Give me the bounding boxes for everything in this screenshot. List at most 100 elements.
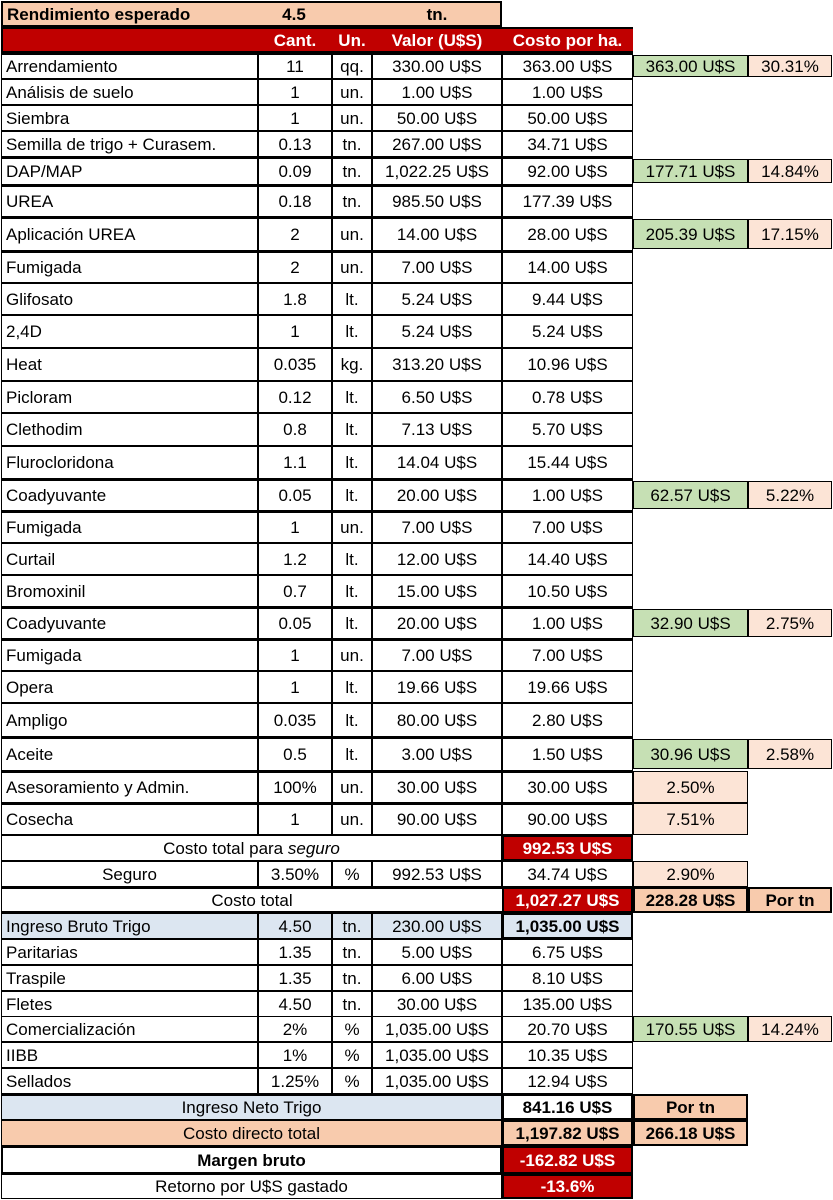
costo-total-por-tn: 228.28 U$S bbox=[633, 887, 748, 913]
row-label: Comercialización bbox=[1, 1016, 258, 1042]
column-header-valor: Valor (U$S) bbox=[372, 29, 502, 51]
row-unit: lt. bbox=[332, 737, 372, 771]
costo-seguro-value: 992.53 U$S bbox=[502, 835, 633, 861]
row-label: Cosecha bbox=[1, 803, 258, 835]
rendimiento-row bbox=[1, 1, 502, 27]
row-qty: 1.1 bbox=[258, 446, 332, 479]
row-valor: 1,035.00 U$S bbox=[372, 1042, 502, 1068]
costo-seguro-label-italic: seguro bbox=[287, 838, 340, 858]
group-percent: 30.31% bbox=[748, 55, 832, 77]
row-valor: 30.00 U$S bbox=[372, 771, 502, 803]
row-qty: 0.13 bbox=[258, 131, 332, 157]
row-label: Aplicación UREA bbox=[1, 217, 258, 251]
row-costo: 6.75 U$S bbox=[502, 939, 633, 965]
row-unit: lt. bbox=[332, 283, 372, 315]
row-label: Asesoramiento y Admin. bbox=[1, 771, 258, 803]
row-valor: 7.00 U$S bbox=[372, 639, 502, 671]
row-costo: 14.40 U$S bbox=[502, 543, 633, 575]
row-unit: lt. bbox=[332, 543, 372, 575]
row-unit: tn. bbox=[332, 991, 372, 1017]
row-label: Paritarias bbox=[1, 939, 258, 965]
ingreso-neto-label: Ingreso Neto Trigo bbox=[1, 1094, 502, 1120]
row-costo: 28.00 U$S bbox=[502, 217, 633, 251]
row-costo: 30.00 U$S bbox=[502, 771, 633, 803]
row-qty: 0.12 bbox=[258, 381, 332, 413]
seguro-costo: 34.74 U$S bbox=[502, 861, 633, 887]
row-valor: 20.00 U$S bbox=[372, 479, 502, 511]
row-valor: 7.00 U$S bbox=[372, 511, 502, 543]
row-qty: 0.05 bbox=[258, 479, 332, 511]
row-costo: 34.71 U$S bbox=[502, 131, 633, 157]
row-label: Glifosato bbox=[1, 283, 258, 315]
row-costo: 0.78 U$S bbox=[502, 381, 633, 413]
row-costo: 10.96 U$S bbox=[502, 348, 633, 381]
row-qty: 11 bbox=[258, 53, 332, 79]
row-label: Heat bbox=[1, 348, 258, 381]
row-costo: 363.00 U$S bbox=[502, 53, 633, 79]
row-label: Aceite bbox=[1, 737, 258, 771]
row-qty: 4.50 bbox=[258, 991, 332, 1017]
row-costo: 1.00 U$S bbox=[502, 79, 633, 105]
costo-seguro-row: Costo total para seguro bbox=[1, 835, 502, 861]
row-valor: 50.00 U$S bbox=[372, 105, 502, 131]
row-qty: 1 bbox=[258, 315, 332, 348]
row-unit: un. bbox=[332, 217, 372, 251]
row-label: Opera bbox=[1, 671, 258, 703]
costo-directo-label: Costo directo total bbox=[1, 1120, 502, 1146]
row-qty: 0.09 bbox=[258, 157, 332, 185]
row-unit: tn. bbox=[332, 157, 372, 185]
group-subtotal: 177.71 U$S bbox=[633, 159, 748, 183]
row-costo: 2.80 U$S bbox=[502, 703, 633, 737]
row-valor: 90.00 U$S bbox=[372, 803, 502, 835]
row-qty: 1 bbox=[258, 671, 332, 703]
row-qty: 0.035 bbox=[258, 703, 332, 737]
row-qty: 1 bbox=[258, 105, 332, 131]
row-qty: 0.5 bbox=[258, 737, 332, 771]
row-unit: lt. bbox=[332, 479, 372, 511]
ingreso-bruto-costo: 1,035.00 U$S bbox=[502, 913, 633, 939]
row-costo: 90.00 U$S bbox=[502, 803, 633, 835]
row-costo: 1.50 U$S bbox=[502, 737, 633, 771]
ingreso-bruto-qty: 4.50 bbox=[258, 913, 332, 939]
margen-label: Margen bruto bbox=[1, 1146, 502, 1174]
costo-total-label: Costo total bbox=[1, 887, 502, 913]
row-unit: tn. bbox=[332, 131, 372, 157]
row-costo: 10.50 U$S bbox=[502, 575, 633, 607]
row-valor: 6.00 U$S bbox=[372, 965, 502, 991]
row-qty: 0.05 bbox=[258, 607, 332, 639]
row-valor: 14.00 U$S bbox=[372, 217, 502, 251]
row-valor: 30.00 U$S bbox=[372, 991, 502, 1017]
commercial-subtotal: 170.55 U$S bbox=[633, 1016, 748, 1042]
row-costo: 177.39 U$S bbox=[502, 185, 633, 217]
row-label: Flurocloridona bbox=[1, 446, 258, 479]
row-costo: 8.10 U$S bbox=[502, 965, 633, 991]
row-qty: 100% bbox=[258, 771, 332, 803]
row-label: Traspile bbox=[1, 965, 258, 991]
row-label: Siembra bbox=[1, 105, 258, 131]
seguro-label: Seguro bbox=[1, 861, 258, 887]
row-label: Sellados bbox=[1, 1068, 258, 1094]
row-valor: 7.00 U$S bbox=[372, 251, 502, 283]
row-valor: 5.00 U$S bbox=[372, 939, 502, 965]
row-unit: un. bbox=[332, 771, 372, 803]
row-label: Fumigada bbox=[1, 251, 258, 283]
row-label: Análisis de suelo bbox=[1, 79, 258, 105]
row-label: Curtail bbox=[1, 543, 258, 575]
row-costo: 7.00 U$S bbox=[502, 639, 633, 671]
row-costo: 50.00 U$S bbox=[502, 105, 633, 131]
row-unit: un. bbox=[332, 511, 372, 543]
group-subtotal: 30.96 U$S bbox=[633, 739, 748, 769]
row-valor: 19.66 U$S bbox=[372, 671, 502, 703]
row-unit: un. bbox=[332, 79, 372, 105]
group-subtotal: 32.90 U$S bbox=[633, 609, 748, 637]
column-header-costo: Costo por ha. bbox=[502, 29, 633, 51]
row-qty: 0.8 bbox=[258, 413, 332, 446]
row-valor: 20.00 U$S bbox=[372, 607, 502, 639]
row-valor: 1,035.00 U$S bbox=[372, 1016, 502, 1042]
row-label: Arrendamiento bbox=[1, 53, 258, 79]
row-unit: % bbox=[332, 1068, 372, 1094]
column-header-cant: Cant. bbox=[258, 29, 332, 51]
row-valor: 330.00 U$S bbox=[372, 53, 502, 79]
row-valor: 15.00 U$S bbox=[372, 575, 502, 607]
